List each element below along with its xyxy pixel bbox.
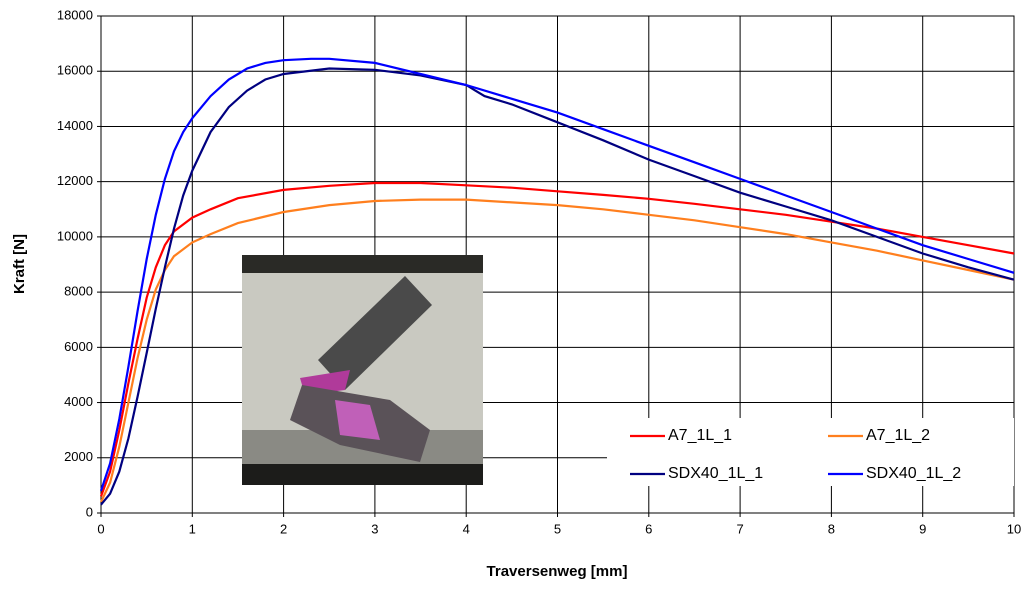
y-tick-label: 18000 xyxy=(57,7,93,22)
legend-label: A7_1L_2 xyxy=(866,427,930,444)
legend-box xyxy=(607,418,1014,486)
x-tick-label: 9 xyxy=(919,521,926,536)
series-line xyxy=(99,181,1015,497)
x-tick-label: 5 xyxy=(554,521,561,536)
legend: A7_1L_1 A7_1L_2 SDX40_1L_1 SDX40_1L_2 xyxy=(607,418,1014,486)
photo-specimen-upper xyxy=(318,276,432,390)
x-axis-title: Traversenweg [mm] xyxy=(487,563,628,580)
photo-top-plate xyxy=(242,255,483,273)
y-tick-label: 14000 xyxy=(57,118,93,133)
series-line xyxy=(100,198,1015,503)
y-tick-label: 6000 xyxy=(64,339,93,354)
series-line xyxy=(100,67,1015,506)
photo-bottom-plate xyxy=(242,464,483,485)
x-tick-label: 7 xyxy=(736,521,743,536)
x-tick-label: 0 xyxy=(97,521,104,536)
x-tick-label: 6 xyxy=(645,521,652,536)
legend-label: A7_1L_1 xyxy=(668,427,732,444)
x-tick-label: 4 xyxy=(463,521,470,536)
x-tick-label: 2 xyxy=(280,521,287,536)
inset-photo xyxy=(242,255,483,485)
y-tick-label: 0 xyxy=(86,504,93,519)
y-tick-label: 2000 xyxy=(64,449,93,464)
x-tick-label: 1 xyxy=(189,521,196,536)
photo-specimen-pink xyxy=(335,400,380,440)
legend-label: SDX40_1L_1 xyxy=(668,465,763,482)
series-line xyxy=(99,57,1015,492)
x-tick-label: 8 xyxy=(828,521,835,536)
y-tick-label: 16000 xyxy=(57,63,93,78)
legend-label: SDX40_1L_2 xyxy=(866,465,961,482)
y-tick-label: 12000 xyxy=(57,173,93,188)
y-axis-title: Kraft [N] xyxy=(11,234,28,294)
y-tick-label: 8000 xyxy=(64,284,93,299)
y-tick-label: 10000 xyxy=(57,228,93,243)
lines xyxy=(99,57,1015,506)
x-tick-label: 10 xyxy=(1007,521,1021,536)
y-tick-label: 4000 xyxy=(64,394,93,409)
x-tick-label: 3 xyxy=(371,521,378,536)
